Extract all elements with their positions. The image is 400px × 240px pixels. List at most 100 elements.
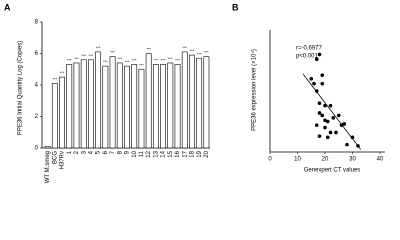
x-tick-label: 2 xyxy=(74,150,80,154)
significance-label: *** xyxy=(117,56,122,61)
annotation: p<0.001 xyxy=(296,54,319,60)
point xyxy=(328,130,333,135)
significance-label: *** xyxy=(125,59,130,64)
point xyxy=(350,135,355,140)
x-tick-label: BCG xyxy=(52,151,58,164)
x-tick-label: 8 xyxy=(117,150,123,154)
bar xyxy=(174,64,181,149)
panel-label: A xyxy=(4,2,11,12)
significance-label: *** xyxy=(190,48,195,53)
point xyxy=(336,113,341,118)
point xyxy=(323,125,327,130)
point xyxy=(314,89,319,93)
y-tick-label: 2 xyxy=(35,114,39,120)
point xyxy=(325,135,330,140)
point xyxy=(339,123,344,127)
significance-label: *** xyxy=(96,45,101,50)
annotation: r=-0.6977 xyxy=(296,46,323,52)
bar xyxy=(124,65,130,149)
point xyxy=(317,134,322,138)
significance-label: *** xyxy=(146,47,151,52)
x-tick-label: 12 xyxy=(146,150,152,157)
significance-label: *** xyxy=(175,58,180,63)
point xyxy=(331,116,336,120)
x-tick-label: 4 xyxy=(88,150,94,154)
y-axis-label: PPE36 expression level (×10⁴) xyxy=(251,49,258,131)
y-tick-label: 6 xyxy=(35,51,39,57)
x-tick-label: 19 xyxy=(197,150,203,157)
x-tick-label: 16 xyxy=(175,150,181,157)
figure: A B PPE36 Initial Quantity Log (Copies) … xyxy=(4,2,385,183)
x-tick-label: WT M.smeg xyxy=(45,151,51,183)
x-tick-label: 1 xyxy=(67,150,73,154)
significance-label: *** xyxy=(103,59,108,64)
bar xyxy=(145,53,152,149)
x-tick-label: 10 xyxy=(294,157,301,163)
point xyxy=(317,52,322,57)
significance-label: *** xyxy=(204,50,209,55)
significance-label: *** xyxy=(52,76,57,81)
bar xyxy=(189,54,195,149)
bar xyxy=(88,59,94,149)
significance-label: *** xyxy=(182,45,187,50)
point xyxy=(314,57,319,62)
x-tick-label: 10 xyxy=(132,150,138,157)
x-tick-label: 3 xyxy=(81,150,87,154)
point xyxy=(314,123,319,127)
significance-label: *** xyxy=(168,56,173,61)
significance-label: *** xyxy=(197,51,202,56)
significance-label: *** xyxy=(81,53,86,58)
x-tick-label: 40 xyxy=(377,157,384,163)
point xyxy=(320,73,325,77)
bar xyxy=(44,146,51,149)
point xyxy=(320,81,325,86)
bar xyxy=(152,64,159,149)
point xyxy=(323,103,327,108)
point xyxy=(320,113,325,118)
significance-label: *** xyxy=(161,58,166,63)
point xyxy=(334,130,338,135)
bar xyxy=(51,83,58,149)
x-tick-label: 20 xyxy=(322,157,329,163)
x-tick-label: 0 xyxy=(268,157,272,163)
x-tick-label: 9 xyxy=(125,150,131,154)
significance-label: *** xyxy=(74,56,79,61)
point xyxy=(317,101,322,105)
significance-label: *** xyxy=(110,50,115,55)
x-tick-label: 30 xyxy=(349,157,356,163)
significance-label: *** xyxy=(60,70,65,75)
point xyxy=(312,81,316,86)
bar xyxy=(109,56,116,149)
x-tick-label: 18 xyxy=(190,150,196,157)
x-axis-label: Genexpert CT values xyxy=(304,168,361,174)
bar xyxy=(131,64,138,149)
x-tick-label: 17 xyxy=(182,150,188,157)
bar xyxy=(80,59,87,149)
bar xyxy=(102,65,109,149)
bar xyxy=(95,51,102,149)
point xyxy=(309,77,314,81)
point xyxy=(356,144,360,148)
bar xyxy=(116,62,123,149)
bar xyxy=(160,64,166,149)
significance-label: *** xyxy=(132,58,137,63)
bar xyxy=(203,56,210,149)
y-tick-label: 0 xyxy=(35,146,39,152)
x-tick-label: 14 xyxy=(161,150,167,157)
bar xyxy=(181,51,188,149)
y-axis-label: PPE36 Initial Quantity Log (Copies) xyxy=(18,41,24,135)
panel-label: B xyxy=(232,2,239,12)
point xyxy=(317,111,322,115)
point xyxy=(328,103,333,108)
y-tick-label: 8 xyxy=(35,20,39,26)
x-tick-label: 13 xyxy=(153,150,159,157)
point xyxy=(345,142,349,147)
significance-label: *** xyxy=(139,62,144,67)
x-tick-label: 15 xyxy=(168,150,174,157)
point xyxy=(342,122,347,126)
x-tick-label: 7 xyxy=(110,150,116,154)
bar xyxy=(196,57,203,149)
x-tick-label: H37Rv xyxy=(60,151,66,169)
significance-label: *** xyxy=(154,58,159,63)
significance-label: *** xyxy=(89,53,94,58)
